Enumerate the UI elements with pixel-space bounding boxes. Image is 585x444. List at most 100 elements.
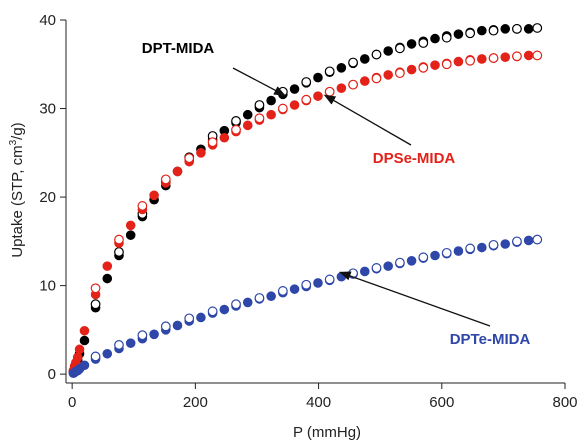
- x-tick-label: 0: [68, 394, 76, 411]
- dpt-mida-desorption-point: [371, 49, 382, 60]
- x-axis-title: P (mmHg): [293, 424, 361, 441]
- dpte-mida-desorption-point: [114, 340, 124, 350]
- dpse-mida-desorption-point: [532, 50, 543, 61]
- y-tick-label: 0: [48, 366, 56, 383]
- dpse-mida-adsorption-point: [79, 325, 90, 336]
- dpt-mida-adsorption-point: [313, 72, 323, 83]
- dpse-mida-desorption-point: [231, 124, 241, 135]
- y-tick-label: 30: [39, 101, 56, 118]
- dpt-mida-label: DPT-MIDA: [142, 40, 215, 57]
- dpte-mida-desorption-point: [488, 239, 499, 250]
- dpt-mida-arrow: [232, 67, 286, 96]
- dpse-mida-adsorption-point: [219, 132, 230, 143]
- dpse-mida-desorption-point: [348, 79, 358, 90]
- dpse-mida-adsorption-point: [406, 64, 417, 75]
- dpse-mida-adsorption-point: [523, 50, 534, 61]
- dpte-mida-arrow: [339, 271, 491, 327]
- dpse-mida-adsorption-point: [242, 120, 253, 131]
- dpt-mida-desorption-point: [488, 25, 499, 36]
- dpse-mida-arrow: [323, 94, 412, 146]
- dpte-mida-desorption-point: [137, 330, 148, 341]
- dpse-mida-desorption-point: [114, 234, 124, 245]
- dpse-mida-adsorption-point: [430, 60, 440, 70]
- dpt-mida-adsorption-point: [430, 33, 440, 44]
- dpse-mida-desorption-point: [184, 153, 195, 164]
- dpt-mida-desorption-point: [512, 23, 522, 34]
- dpte-mida-adsorption-point: [523, 235, 534, 246]
- dpte-mida-desorption-point: [254, 293, 265, 303]
- dpte-mida-adsorption-point: [430, 250, 440, 261]
- dpt-mida-adsorption-point: [359, 54, 370, 64]
- axes: 0 200 400 600 800 0 10 20 30 40: [39, 12, 577, 411]
- dpt-mida-adsorption-point: [500, 24, 511, 34]
- dpte-mida-adsorption-point: [219, 304, 230, 315]
- dpt-mida-adsorption-point: [477, 25, 487, 36]
- dpt-mida-desorption-point: [532, 23, 543, 33]
- dpse-mida-adsorption-point: [313, 91, 323, 101]
- dpse-mida-adsorption-point: [266, 109, 276, 120]
- dpse-mida-adsorption-point: [149, 190, 159, 201]
- dpse-mida-desorption-point: [254, 113, 265, 124]
- dpt-mida-adsorption-point: [125, 230, 136, 240]
- dpte-mida-adsorption-point: [453, 246, 464, 256]
- dpte-mida-adsorption-point: [266, 291, 276, 302]
- dpse-mida-desorption-point: [371, 73, 382, 84]
- dpte-mida-desorption-point: [418, 252, 429, 263]
- dpse-mida-desorption-point: [394, 68, 405, 79]
- dpse-mida-desorption-point: [465, 55, 476, 66]
- dpt-mida-desorption-point: [348, 57, 358, 68]
- dpte-mida-desorption-point: [371, 263, 382, 273]
- y-axis-title: Uptake (STP, cm3/g): [8, 122, 26, 257]
- dpte-mida-desorption-point: [394, 257, 405, 268]
- x-tick-label: 200: [183, 394, 208, 411]
- dpse-mida-desorption-point: [324, 86, 335, 97]
- dpt-mida-desorption-point: [324, 66, 335, 77]
- dpse-mida-adsorption-point: [453, 56, 464, 67]
- dpte-mida-desorption-point: [90, 351, 101, 362]
- dpte-mida-desorption-point: [231, 299, 241, 310]
- data-points: [68, 23, 543, 379]
- dpte-mida-desorption-point: [301, 279, 312, 290]
- dpse-mida-desorption-point: [137, 201, 148, 211]
- dpte-mida-desorption-point: [512, 236, 522, 247]
- dpt-mida-adsorption-point: [266, 95, 276, 106]
- dpt-mida-desorption-point: [465, 28, 476, 39]
- y-tick-label: 20: [39, 189, 56, 206]
- dpse-mida-adsorption-point: [74, 344, 85, 355]
- dpse-mida-adsorption-point: [172, 166, 183, 177]
- dpte-mida-label: DPTe-MIDA: [450, 331, 531, 348]
- dpte-mida-adsorption-point: [125, 338, 136, 348]
- dpt-mida-adsorption-point: [453, 29, 464, 39]
- dpse-mida-desorption-point: [277, 103, 288, 114]
- dpse-mida-adsorption-point: [72, 352, 83, 363]
- dpse-mida-label: DPSe-MIDA: [373, 150, 456, 167]
- dpt-mida-adsorption-point: [523, 24, 534, 34]
- dpse-mida-adsorption-point: [196, 148, 206, 158]
- dpte-mida-desorption-point: [160, 321, 171, 332]
- dpse-mida-adsorption-point: [289, 100, 300, 110]
- dpse-mida-desorption-point: [441, 59, 452, 70]
- dpse-mida-adsorption-point: [383, 70, 393, 80]
- dpt-mida-desorption-point: [441, 32, 452, 43]
- dpte-mida-adsorption-point: [79, 360, 90, 371]
- dpt-mida-adsorption-point: [289, 84, 300, 94]
- annotations: DPT-MIDA DPSe-MIDA DPTe-MIDA: [142, 40, 531, 348]
- dpse-mida-desorption-point: [90, 283, 101, 294]
- dpte-mida-adsorption-point: [500, 239, 511, 249]
- x-tick-label: 800: [552, 394, 577, 411]
- dpse-mida-desorption-point: [488, 53, 499, 63]
- dpte-mida-desorption-point: [207, 306, 218, 317]
- dpse-mida-desorption-point: [207, 137, 218, 148]
- dpse-mida-desorption-point: [418, 62, 429, 73]
- dpt-mida-desorption-point: [301, 77, 312, 87]
- dpte-mida-desorption-point: [184, 313, 195, 324]
- dpte-mida-desorption-point: [465, 243, 476, 254]
- dpte-mida-desorption-point: [277, 286, 288, 296]
- dpte-mida-desorption-point: [324, 274, 335, 285]
- dpse-mida-adsorption-point: [500, 52, 511, 62]
- dpte-mida-adsorption-point: [102, 348, 113, 359]
- dpte-mida-desorption-point: [532, 234, 543, 245]
- dpse-mida-desorption-point: [160, 174, 171, 185]
